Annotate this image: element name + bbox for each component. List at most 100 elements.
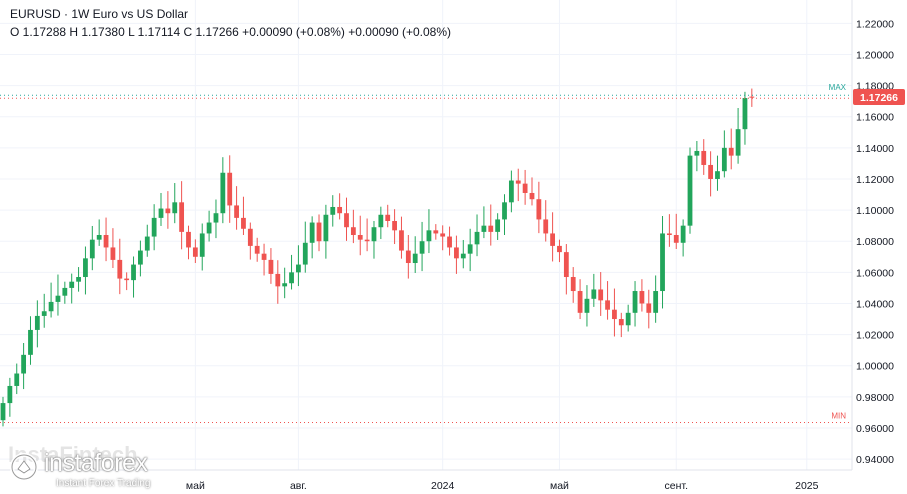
- candle[interactable]: [426, 209, 432, 254]
- candle[interactable]: [502, 194, 507, 235]
- candle[interactable]: [21, 343, 27, 390]
- candle[interactable]: [701, 139, 707, 175]
- candle[interactable]: [337, 193, 343, 220]
- candle[interactable]: [474, 214, 480, 257]
- candle[interactable]: [570, 267, 576, 303]
- candle[interactable]: [625, 304, 631, 332]
- candle[interactable]: [330, 195, 336, 227]
- candle[interactable]: [742, 91, 748, 145]
- candle[interactable]: [563, 244, 569, 295]
- candle[interactable]: [247, 222, 253, 260]
- candle[interactable]: [144, 224, 150, 257]
- candle[interactable]: [138, 240, 143, 277]
- candle[interactable]: [76, 267, 81, 292]
- candle[interactable]: [605, 281, 610, 320]
- candle[interactable]: [515, 168, 521, 202]
- candle[interactable]: [62, 281, 68, 304]
- candle[interactable]: [227, 155, 233, 223]
- candle[interactable]: [680, 219, 686, 257]
- candle[interactable]: [399, 216, 404, 259]
- candle[interactable]: [405, 235, 411, 279]
- candle[interactable]: [296, 245, 301, 287]
- candle[interactable]: [110, 228, 116, 268]
- candle[interactable]: [467, 228, 473, 272]
- candle[interactable]: [454, 235, 459, 274]
- candle[interactable]: [460, 239, 466, 269]
- candle[interactable]: [687, 147, 693, 234]
- candle[interactable]: [639, 279, 645, 312]
- candle[interactable]: [124, 272, 130, 291]
- candle[interactable]: [34, 300, 40, 348]
- candle[interactable]: [392, 209, 397, 245]
- candle[interactable]: [316, 214, 322, 252]
- candle[interactable]: [344, 197, 349, 241]
- candle[interactable]: [440, 225, 446, 251]
- candle[interactable]: [653, 275, 659, 323]
- candle[interactable]: [165, 191, 171, 229]
- candle[interactable]: [364, 218, 370, 252]
- candle[interactable]: [323, 204, 329, 259]
- candle[interactable]: [447, 226, 452, 256]
- candle[interactable]: [735, 108, 741, 164]
- candle[interactable]: [41, 293, 47, 328]
- candle[interactable]: [529, 177, 535, 206]
- candle[interactable]: [254, 237, 260, 262]
- candle[interactable]: [584, 285, 590, 327]
- candle[interactable]: [302, 221, 308, 273]
- candle[interactable]: [598, 272, 604, 316]
- candle[interactable]: [241, 196, 246, 235]
- candle[interactable]: [591, 273, 597, 307]
- price-axis[interactable]: 0.94000 0.96000 0.98000 1.00000 1.02000 1.040…: [856, 18, 894, 466]
- candle[interactable]: [83, 246, 88, 295]
- candle[interactable]: [673, 213, 679, 250]
- candle[interactable]: [618, 312, 624, 338]
- candle[interactable]: [708, 151, 714, 197]
- candle[interactable]: [103, 217, 109, 262]
- candle[interactable]: [378, 206, 384, 240]
- candle[interactable]: [728, 128, 734, 170]
- candle[interactable]: [522, 169, 528, 205]
- candle[interactable]: [14, 363, 20, 395]
- candle[interactable]: [192, 239, 198, 264]
- candle[interactable]: [220, 157, 226, 224]
- candle[interactable]: [646, 289, 652, 329]
- candle[interactable]: [543, 200, 549, 242]
- candle[interactable]: [158, 192, 164, 226]
- candle[interactable]: [282, 267, 288, 299]
- candles[interactable]: [0, 88, 755, 427]
- candle[interactable]: [268, 248, 274, 284]
- candle[interactable]: [371, 220, 377, 259]
- candle[interactable]: [0, 396, 6, 427]
- candle[interactable]: [7, 377, 13, 417]
- candle[interactable]: [666, 214, 672, 247]
- candle[interactable]: [69, 273, 75, 304]
- candle[interactable]: [721, 130, 727, 178]
- candle[interactable]: [495, 213, 501, 240]
- candle[interactable]: [179, 181, 185, 250]
- candle[interactable]: [419, 221, 425, 272]
- candle[interactable]: [213, 199, 219, 239]
- candle[interactable]: [749, 88, 755, 107]
- candle[interactable]: [550, 212, 555, 262]
- candle[interactable]: [715, 155, 720, 191]
- candle[interactable]: [357, 215, 363, 256]
- candle[interactable]: [234, 186, 239, 230]
- candle[interactable]: [433, 224, 439, 240]
- candle[interactable]: [55, 274, 61, 316]
- candle[interactable]: [186, 225, 191, 260]
- candle[interactable]: [199, 223, 205, 271]
- candle[interactable]: [536, 181, 542, 234]
- candle[interactable]: [206, 210, 212, 242]
- candle[interactable]: [28, 316, 33, 365]
- candle[interactable]: [350, 209, 356, 244]
- candle[interactable]: [412, 236, 418, 273]
- candle[interactable]: [151, 204, 157, 251]
- candle[interactable]: [385, 204, 391, 228]
- candle[interactable]: [632, 281, 638, 327]
- candle[interactable]: [309, 216, 315, 259]
- candle[interactable]: [96, 219, 102, 246]
- candle[interactable]: [131, 256, 136, 298]
- candle[interactable]: [48, 282, 54, 318]
